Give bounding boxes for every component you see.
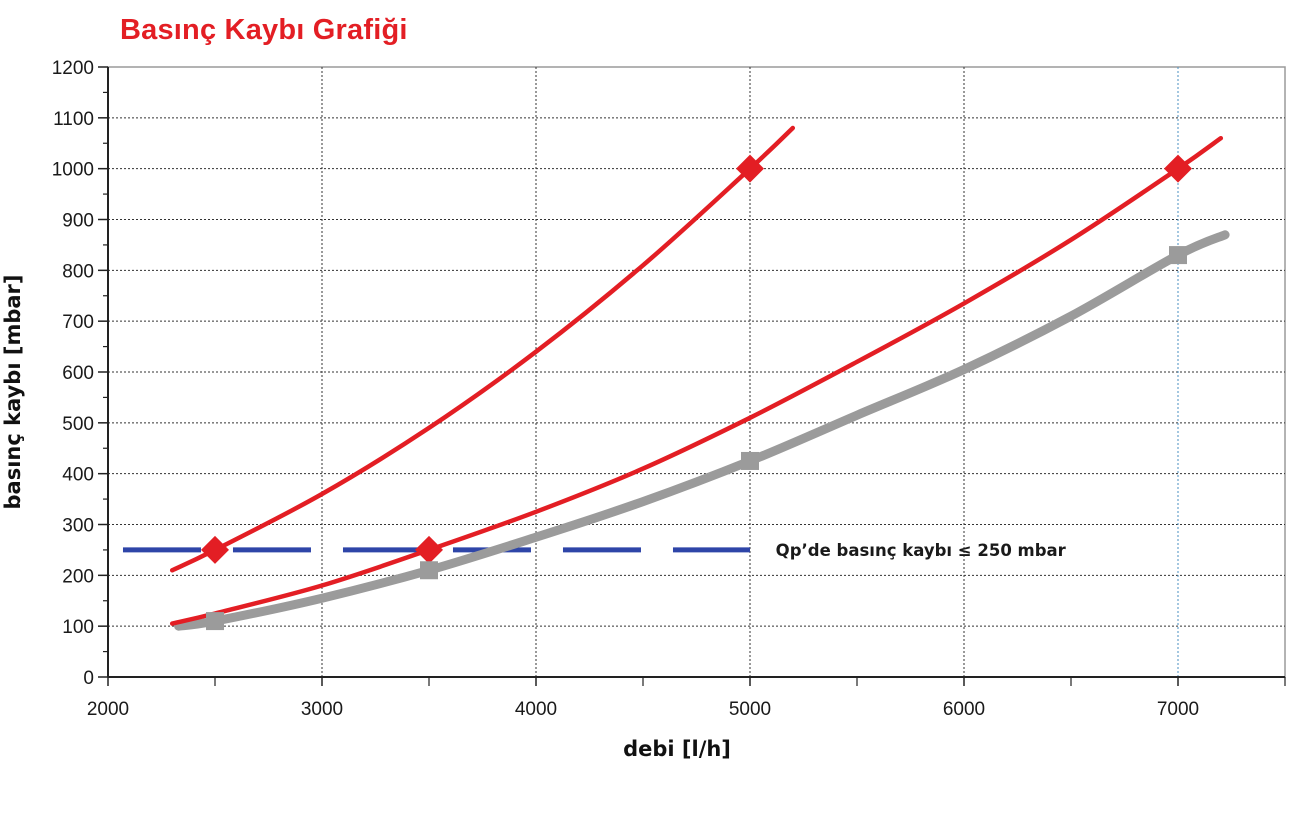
y-tick-label: 600 [62, 363, 94, 384]
reference-annotation: Qp’de basınç kaybı ≤ 250 mbar [776, 541, 1067, 560]
series-3-square-marker [206, 612, 224, 631]
y-tick-label: 1200 [52, 58, 94, 79]
y-tick-label: 500 [62, 414, 94, 435]
y-tick-label: 1000 [52, 160, 94, 181]
series-3-square-marker [420, 561, 438, 580]
series-line-1 [169, 125, 796, 573]
series-2-diamond-marker [415, 535, 443, 564]
marker-layer [201, 154, 1192, 631]
y-tick-label: 400 [62, 465, 94, 486]
x-tick-label: 2000 [87, 699, 129, 720]
y-tick-label: 0 [83, 668, 94, 689]
x-tick-label: 6000 [943, 699, 985, 720]
y-tick-label: 800 [62, 261, 94, 282]
series-layer [169, 125, 1230, 631]
series-1-diamond-marker [736, 154, 764, 183]
label-layer: debi [l/h] basınç kaybı [mbar] Qp’de bas… [1, 275, 1067, 761]
x-tick-label: 5000 [729, 699, 771, 720]
series-2-diamond-marker [1164, 154, 1192, 183]
series-line-2 [169, 135, 1224, 626]
x-tick-label: 3000 [301, 699, 343, 720]
x-tick-label: 7000 [1157, 699, 1199, 720]
y-tick-label: 200 [62, 566, 94, 587]
series-line-3 [174, 230, 1230, 631]
y-axis-title: basınç kaybı [mbar] [1, 275, 25, 510]
y-tick-label: 1100 [53, 109, 94, 130]
y-tick-label: 300 [62, 516, 94, 537]
x-axis-title: debi [l/h] [623, 737, 731, 761]
y-tick-label: 900 [62, 211, 94, 232]
y-tick-label: 700 [62, 312, 94, 333]
series-3-square-marker [741, 451, 759, 470]
series-3-square-marker [1169, 246, 1187, 265]
x-tick-label: 4000 [515, 699, 557, 720]
chart-title: Basınç Kaybı Grafiği [120, 14, 408, 46]
series-1-diamond-marker [201, 535, 229, 564]
axes: 0 100 200 300 400 500 600 700 800 900 1000 1100 1200… [52, 58, 1286, 720]
y-tick-label: 100 [62, 617, 94, 638]
grid [107, 66, 1286, 678]
